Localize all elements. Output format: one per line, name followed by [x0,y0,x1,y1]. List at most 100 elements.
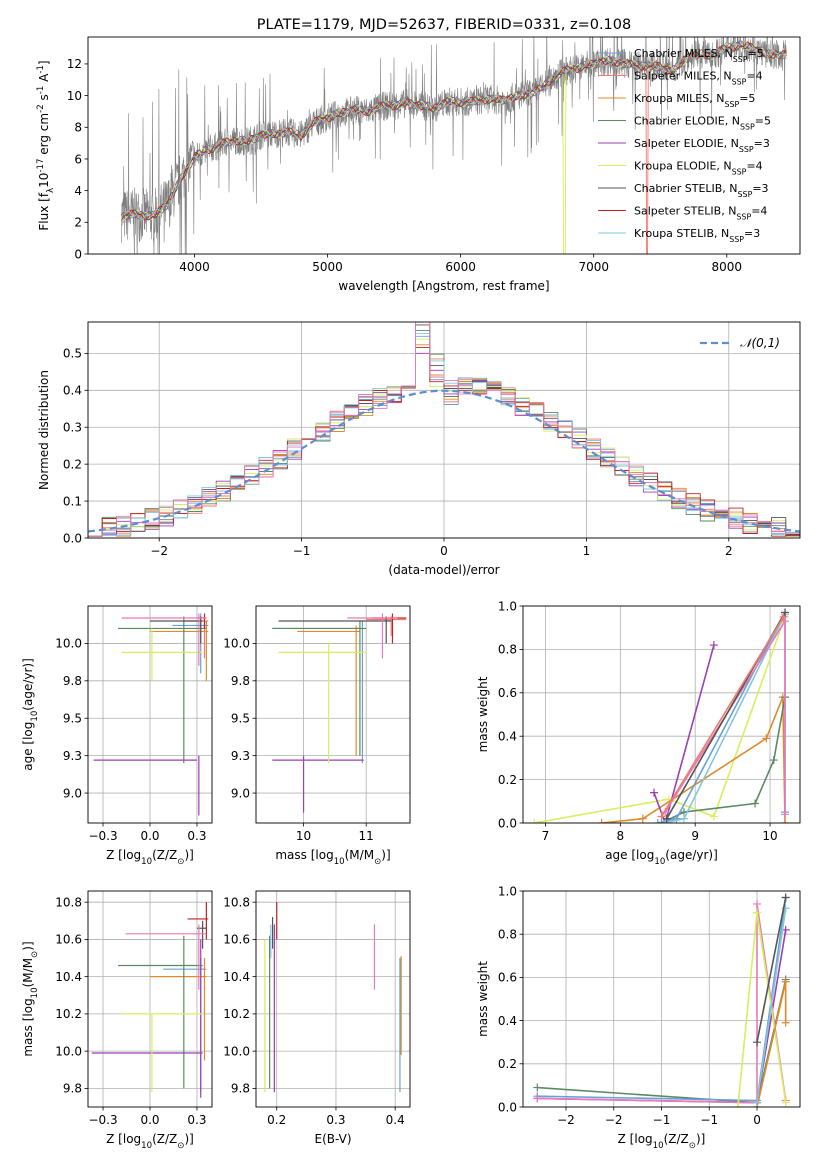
plus-marker [530,819,539,823]
tick-label-y: 9.3 [63,749,82,763]
tick-label-x: 0 [753,1113,761,1127]
histogram-step [88,338,800,537]
residuals-plot-area [88,322,800,537]
tick-label-y: 2 [74,216,82,230]
weight-line [756,908,787,1103]
tick-label-y: 0.4 [498,730,517,744]
legend-label: Chabrier MILES, NSSP=5 [634,47,764,64]
tick-label-x: 0.4 [386,1113,405,1127]
plus-marker [781,1098,790,1107]
tick-label-y: 9.0 [231,786,250,800]
y-axis-label: mass weight [476,961,490,1037]
tick-label-y: 10.0 [223,1044,250,1058]
tick-label-y: 10.6 [223,933,250,947]
tick-label-x: 6000 [445,260,476,274]
x-axis-label: Z [log10(Z/Z⊙)] [106,848,194,867]
tick-label-y: 9.5 [231,712,250,726]
tick-label-x: 4000 [179,260,210,274]
tick-label-y: 9.3 [231,749,250,763]
tick-label-x: 10 [762,829,777,843]
plus-marker [661,819,670,823]
mass-age-plot-area [272,613,407,813]
plus-marker [753,1038,762,1047]
ebv-mass-panel: 0.2 0.3 0.4 9.8 10.0 10.2 10.4 10.6 10.8 E(B-V) [223,890,411,1146]
age-weight-plot-area [530,608,790,823]
tick-label-x: 11 [359,829,374,843]
plus-marker [779,612,788,621]
tick-label-x: −0.3 [88,829,117,843]
tick-label-y: 0.2 [498,773,517,787]
legend-label: Kroupa STELIB, NSSP=3 [634,227,760,244]
tick-label-y: 0.6 [498,686,517,700]
plus-marker [781,810,790,819]
tick-label-y: 0.5 [63,347,82,361]
legend: Chabrier MILES, NSSP=5 Salpeter MILES, NS… [598,47,771,244]
y-axis-label: age [log10(age/yr)] [21,658,40,771]
chart-title: PLATE=1179, MJD=52637, FIBERID=0331, z=0… [257,17,631,33]
tick-label-x: −0.3 [88,1113,117,1127]
tick-label-x: −2 [150,544,168,558]
plus-marker [709,812,718,821]
plus-marker [672,814,681,823]
x-axis-label: Z [log10(Z/Z⊙)] [106,1132,194,1151]
axes-frame [87,890,213,1108]
weight-line [660,616,785,817]
legend-label: Chabrier ELODIE, NSSP=5 [634,115,771,132]
tick-label-y: 0.2 [63,457,82,471]
histogram-step [88,330,800,537]
tick-label-y: 10.0 [55,1044,82,1058]
tick-label-y: 10.2 [55,1007,82,1021]
z-age-plot-area [93,613,209,816]
tick-label-x: 0.2 [267,1113,286,1127]
plus-marker [781,819,790,823]
age-weight-panel: 7 8 9 10 0.0 0.2 0.4 0.6 0.8 1.0 age [log10(age/yr… [476,599,801,867]
z-mass-plot-area [91,902,209,1098]
plus-marker [751,799,760,808]
plus-marker [650,788,659,797]
x-axis-label: wavelength [Angstrom, rest frame] [338,279,549,293]
tick-label-y: 12 [67,57,82,71]
tick-label-x: −2 [605,1113,623,1127]
tick-label-x: 2 [725,544,733,558]
tick-label-y: 9.5 [63,712,82,726]
legend-label: Salpeter ELODIE, NSSP=3 [634,137,770,154]
tick-label-y: 10.8 [55,895,82,909]
weight-line [534,616,786,823]
legend-label: Salpeter MILES, NSSP=4 [634,70,763,87]
tick-label-x: −1 [700,1113,718,1127]
tick-label-y: 4 [74,184,82,198]
tick-label-y: 10.2 [223,1007,250,1021]
axes-frame [87,605,213,824]
plus-marker [781,608,790,617]
z-weight-panel: −2 −2 −1 −1 0 0.0 0.2 0.4 0.6 0.8 1.0 Z [log10(Z/Z⊙… [476,884,801,1151]
x-axis-label: mass [log10(M/M⊙)] [275,848,390,867]
tick-label-y: 0.3 [63,421,82,435]
x-axis-label: E(B-V) [314,1132,351,1146]
z-mass-panel: −0.3 0.0 0.3 9.8 10.0 10.2 10.4 10.6 10.8 Z [log1… [21,890,213,1151]
tick-label-y: 0.4 [498,1014,517,1028]
model-line-kroupa-stelib [121,40,787,221]
plus-marker [653,819,662,823]
tick-label-x: 5000 [312,260,343,274]
tick-label-y: 10.0 [223,637,250,651]
tick-label-y: 10.8 [223,895,250,909]
plus-marker [781,893,790,902]
y-axis-label: mass weight [476,676,490,752]
normal-curve [88,389,800,533]
legend: 𝒩(0,1) [700,336,780,350]
spectrum-data-line [121,37,787,254]
tick-label-y: 1.0 [498,599,517,613]
tick-label-y: 10.6 [55,933,82,947]
tick-label-x: 9 [691,829,699,843]
plus-marker [533,1094,542,1103]
tick-label-x: 10 [296,829,311,843]
plus-marker [781,617,790,626]
tick-label-y: 10.4 [223,970,250,984]
x-axis-label: (data-model)/error [388,563,499,577]
plus-marker [679,814,688,823]
axes-frame [522,605,801,824]
plus-marker [753,1098,762,1107]
mass-age-panel: 10 11 9.0 9.3 9.5 9.8 10.0 mass [log10(M/M⊙)] [223,605,411,867]
legend-label: Kroupa ELODIE, NSSP=4 [634,160,763,177]
tick-label-x: 0.3 [187,829,206,843]
